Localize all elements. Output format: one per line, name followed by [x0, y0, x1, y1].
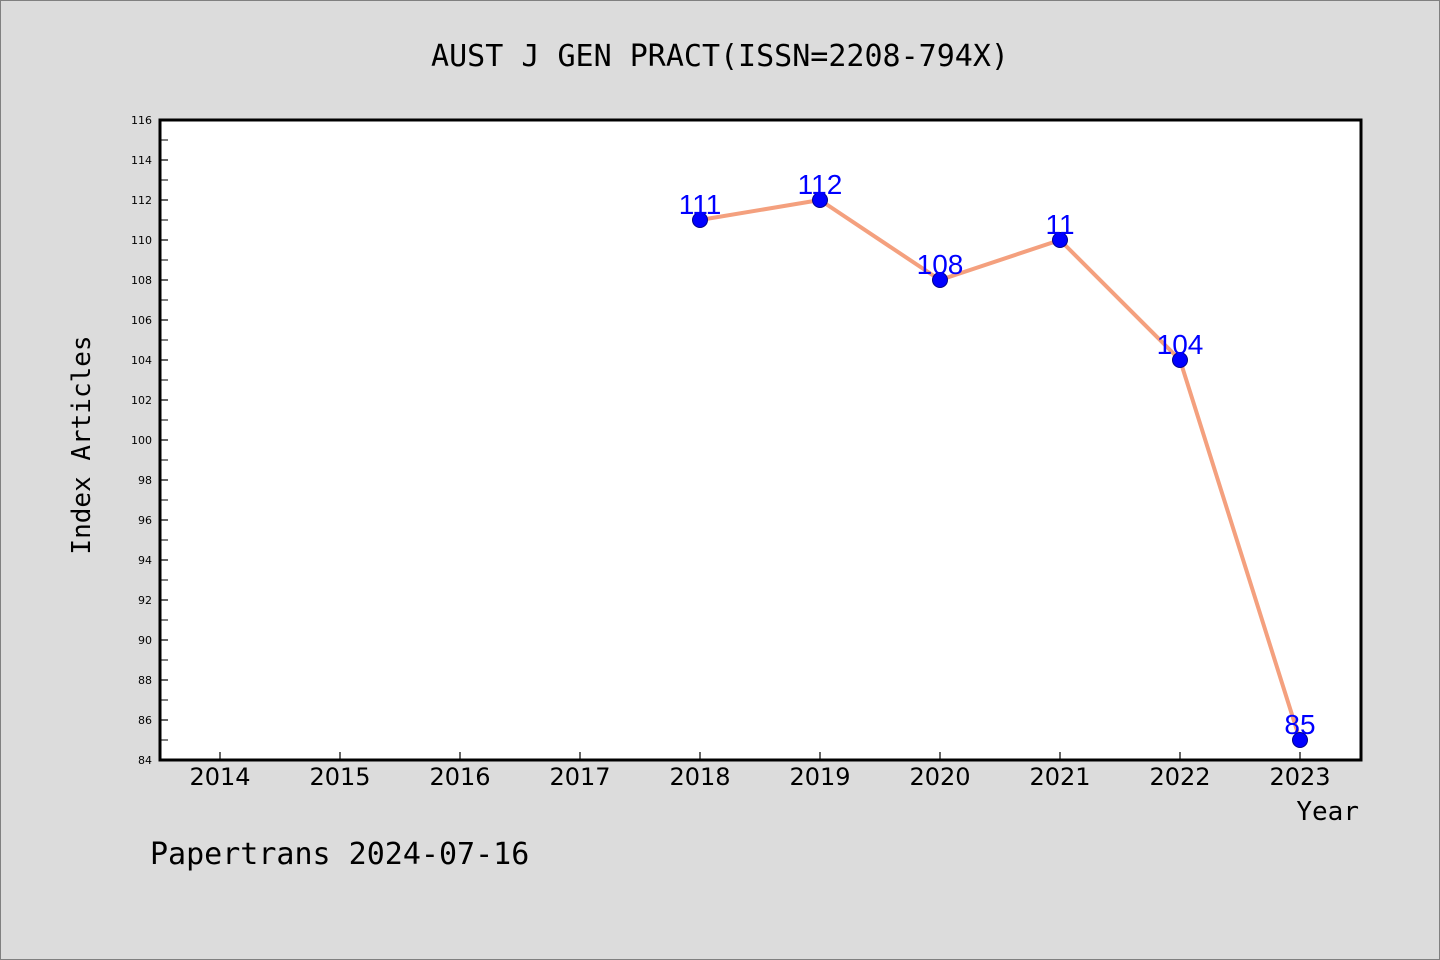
y-tick-label: 116 — [131, 114, 152, 127]
y-axis: 84 86 88 90 92 94 96 98 100 102 104 106 108 110 112 114… — [131, 114, 168, 767]
y-tick-label: 94 — [138, 554, 152, 567]
data-point — [1172, 352, 1188, 368]
x-tick-label: 2021 — [1029, 763, 1090, 791]
x-tick-label: 2020 — [909, 763, 970, 791]
data-label: 111 — [679, 189, 722, 220]
data-label: 85 — [1284, 709, 1315, 740]
y-tick-label: 98 — [138, 474, 152, 487]
y-tick-label: 108 — [131, 274, 152, 287]
y-tick-label: 104 — [131, 354, 152, 367]
y-tick-label: 92 — [138, 594, 152, 607]
data-point — [1052, 232, 1068, 248]
data-point — [1292, 732, 1308, 748]
y-axis-label: Index Articles — [67, 335, 97, 554]
data-label: 108 — [917, 249, 964, 280]
x-tick-label: 2015 — [309, 763, 370, 791]
y-tick-label: 86 — [138, 714, 152, 727]
y-tick-label: 96 — [138, 514, 152, 527]
footer-text: Papertrans 2024-07-16 — [150, 837, 529, 872]
x-tick-label: 2016 — [429, 763, 490, 791]
x-tick-label: 2018 — [669, 763, 730, 791]
x-axis-label: Year — [1296, 797, 1359, 827]
series-line — [699, 198, 1302, 741]
data-point — [692, 212, 708, 228]
data-point — [932, 272, 948, 288]
x-tick-label: 2014 — [189, 763, 250, 791]
y-tick-label: 84 — [138, 754, 152, 767]
plot-area — [158, 118, 1363, 762]
data-point — [812, 192, 828, 208]
chart-title: AUST J GEN PRACT(ISSN=2208-794X) — [431, 39, 1009, 74]
x-tick-label: 2017 — [549, 763, 610, 791]
y-tick-label: 106 — [131, 314, 152, 327]
x-tick-label: 2019 — [789, 763, 850, 791]
y-tick-label: 112 — [131, 194, 152, 207]
series-layer: 111 112 108 11 104 85 — [679, 169, 1316, 748]
y-tick-label: 110 — [131, 234, 152, 247]
y-tick-label: 88 — [138, 674, 152, 687]
x-tick-label: 2023 — [1269, 763, 1330, 791]
data-label: 11 — [1045, 209, 1074, 240]
x-tick-label: 2022 — [1149, 763, 1210, 791]
x-axis: 2014 2015 2016 2017 2018 2019 2020 2021 2022 2023 — [189, 752, 1331, 791]
data-label: 104 — [1157, 329, 1204, 360]
data-label: 112 — [798, 169, 843, 200]
y-tick-label: 100 — [131, 434, 152, 447]
y-tick-label: 90 — [138, 634, 152, 647]
y-tick-label: 114 — [131, 154, 152, 167]
y-tick-label: 102 — [131, 394, 152, 407]
